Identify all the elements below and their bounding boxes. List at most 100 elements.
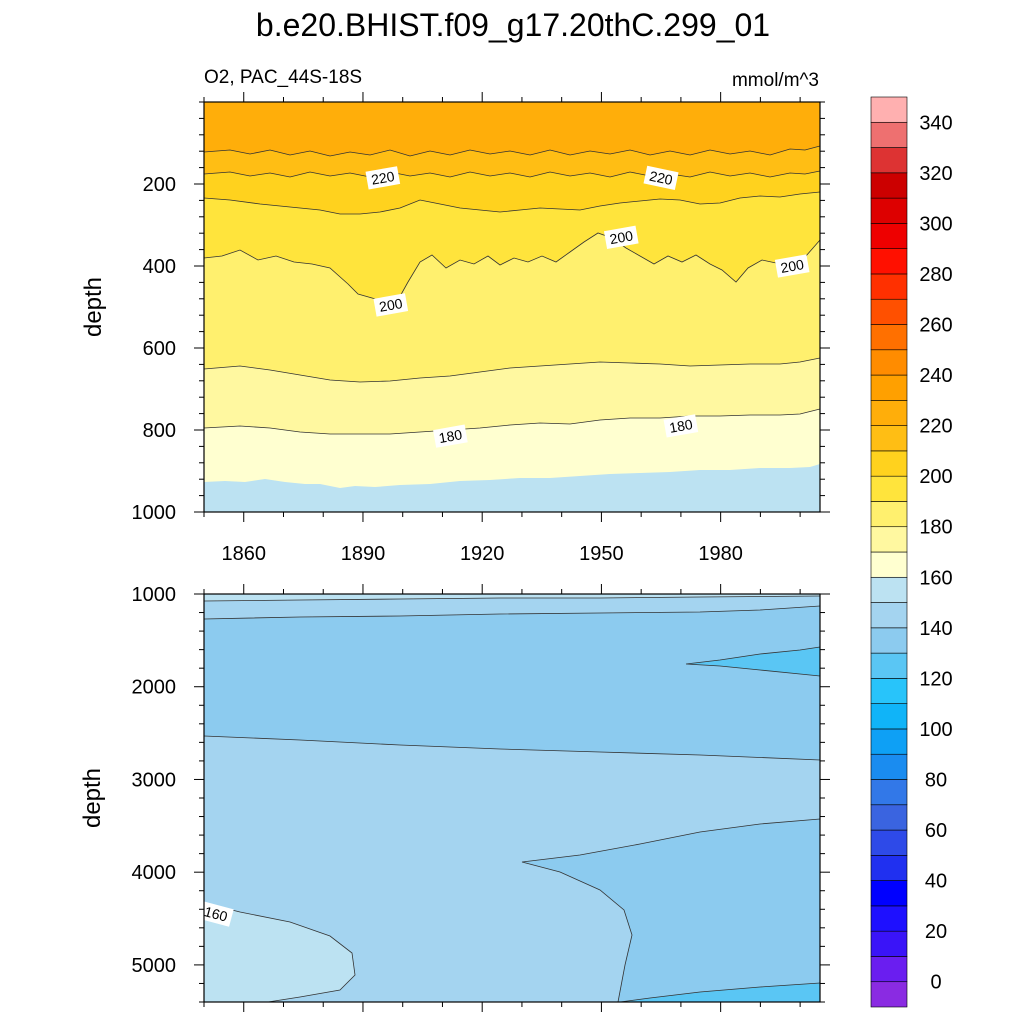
contour-label-bg bbox=[373, 293, 409, 317]
colorbar: 0 20 40 60 80 100 120 140 160 180 200 220 240 260 280 3… bbox=[870, 96, 953, 1008]
colorbar-tick-label: 0 bbox=[930, 972, 941, 994]
contour-label-bg bbox=[198, 901, 234, 927]
lower-depth-panel: 160 1000 2000 3000 4000 5000 depth bbox=[79, 584, 830, 1012]
colorbar-tick-label: 20 bbox=[925, 921, 947, 943]
y-tick-label: 5000 bbox=[132, 955, 177, 977]
colorbar-tick-label: 60 bbox=[925, 820, 947, 842]
colorbar-swatch bbox=[870, 425, 908, 452]
contour-label-text: 200 bbox=[779, 256, 805, 276]
y-tick-label: 600 bbox=[143, 338, 176, 360]
colorbar-swatch bbox=[870, 576, 908, 603]
contour-label: 180 bbox=[663, 414, 699, 438]
x-tick-label: 1950 bbox=[579, 543, 624, 565]
colorbar-tick-label: 40 bbox=[925, 871, 947, 893]
colorbar-swatch bbox=[870, 627, 908, 654]
contour-label-text: 220 bbox=[370, 168, 396, 188]
colorbar-swatch bbox=[870, 400, 908, 426]
upper-depth-panel: 220 220 200 200 200 180 180 200 400 600 800 1000 18… bbox=[80, 92, 830, 565]
colorbar-tick-label: 200 bbox=[919, 466, 952, 488]
lower-y-axis-label: depth bbox=[79, 768, 106, 828]
contour-label-text: 160 bbox=[203, 903, 230, 925]
y-tick-label: 800 bbox=[143, 420, 176, 442]
colorbar-tick-label: 320 bbox=[919, 163, 952, 185]
colorbar-tick-label: 140 bbox=[919, 618, 952, 640]
colorbar-swatch bbox=[870, 248, 908, 275]
colorbar-swatch bbox=[870, 298, 908, 325]
upper-y-axis-label: depth bbox=[80, 277, 107, 337]
colorbar-swatch bbox=[870, 981, 908, 1008]
y-tick-label: 4000 bbox=[132, 862, 177, 884]
colorbar-swatch bbox=[870, 147, 908, 174]
colorbar-swatch bbox=[870, 602, 908, 629]
contour-label-bg bbox=[663, 414, 699, 438]
colorbar-tick-label: 260 bbox=[919, 315, 952, 337]
colorbar-tick-label: 160 bbox=[919, 567, 952, 589]
variable-region-label: O2, PAC_44S-18S bbox=[204, 67, 362, 88]
x-tick-label: 1860 bbox=[221, 543, 266, 565]
colorbar-swatch bbox=[870, 703, 908, 730]
colorbar-swatch bbox=[870, 374, 908, 401]
colorbar-swatch bbox=[870, 779, 908, 806]
y-tick-label: 200 bbox=[143, 174, 176, 196]
colorbar-swatch bbox=[870, 678, 908, 704]
colorbar-tick-label: 220 bbox=[919, 416, 952, 438]
colorbar-swatch bbox=[870, 753, 908, 780]
contour-label-bg bbox=[774, 254, 810, 278]
y-tick-label: 3000 bbox=[132, 769, 177, 791]
colorbar-swatch bbox=[870, 526, 908, 553]
y-tick-label: 1000 bbox=[132, 502, 177, 524]
colorbar-swatch bbox=[870, 349, 908, 376]
x-tick-label: 1920 bbox=[460, 543, 505, 565]
contour-label: 160 bbox=[198, 901, 234, 927]
contour-label: 220 bbox=[643, 165, 679, 190]
contour-label: 180 bbox=[433, 424, 468, 448]
colorbar-swatch bbox=[870, 956, 908, 983]
colorbar-swatch bbox=[870, 172, 908, 199]
colorbar-swatch bbox=[870, 829, 908, 856]
contour-label: 200 bbox=[603, 225, 639, 249]
upper-contour-labels: 220 220 200 200 200 180 180 bbox=[365, 165, 810, 448]
x-tick-label: 1980 bbox=[698, 543, 743, 565]
contour-label: 200 bbox=[373, 293, 409, 317]
colorbar-tick-label: 100 bbox=[919, 719, 952, 741]
colorbar-tick-label: 340 bbox=[919, 112, 952, 134]
colorbar-swatch bbox=[870, 905, 908, 932]
colorbar-swatch bbox=[870, 501, 908, 528]
colorbar-swatch bbox=[870, 551, 908, 578]
contour-label-text: 200 bbox=[608, 227, 634, 247]
contour-label-bg bbox=[365, 166, 401, 190]
colorbar-swatch bbox=[870, 475, 908, 502]
colorbar-swatch bbox=[870, 880, 908, 907]
contour-label-bg bbox=[643, 165, 679, 190]
lower-contour-fill bbox=[204, 594, 820, 1002]
contour-label: 200 bbox=[774, 254, 810, 278]
colorbar-swatch bbox=[870, 197, 908, 224]
upper-panel-frame bbox=[203, 101, 821, 513]
x-tick-label: 1890 bbox=[341, 543, 386, 565]
colorbar-swatch bbox=[870, 121, 908, 148]
y-tick-label: 1000 bbox=[132, 584, 177, 606]
colorbar-swatch bbox=[870, 652, 908, 679]
colorbar-tick-label: 120 bbox=[919, 668, 952, 690]
figure-title: b.e20.BHIST.f09_g17.20thC.299_01 bbox=[256, 7, 770, 43]
colorbar-tick-label: 240 bbox=[919, 365, 952, 387]
contour-label-bg bbox=[433, 424, 468, 448]
colorbar-tick-label: 180 bbox=[919, 517, 952, 539]
colorbar-swatch bbox=[870, 804, 908, 831]
contour-label-bg bbox=[603, 225, 639, 249]
colorbar-swatch bbox=[870, 324, 908, 351]
upper-axis-ticks: 200 400 600 800 1000 1860 1890 1920 1950 1980 bbox=[132, 92, 830, 565]
colorbar-tick-label: 80 bbox=[925, 770, 947, 792]
lower-contour-labels: 160 bbox=[198, 901, 234, 927]
y-tick-label: 400 bbox=[143, 256, 176, 278]
colorbar-swatch bbox=[870, 855, 908, 881]
colorbar-swatch bbox=[870, 930, 908, 957]
lower-contour-lines bbox=[203, 595, 821, 1003]
colorbar-tick-label: 280 bbox=[919, 264, 952, 286]
y-tick-label: 2000 bbox=[132, 677, 177, 699]
upper-contour-fill bbox=[204, 102, 820, 512]
contour-label-text: 200 bbox=[378, 295, 404, 315]
colorbar-tick-label: 300 bbox=[919, 213, 952, 235]
upper-contour-lines bbox=[203, 145, 821, 435]
